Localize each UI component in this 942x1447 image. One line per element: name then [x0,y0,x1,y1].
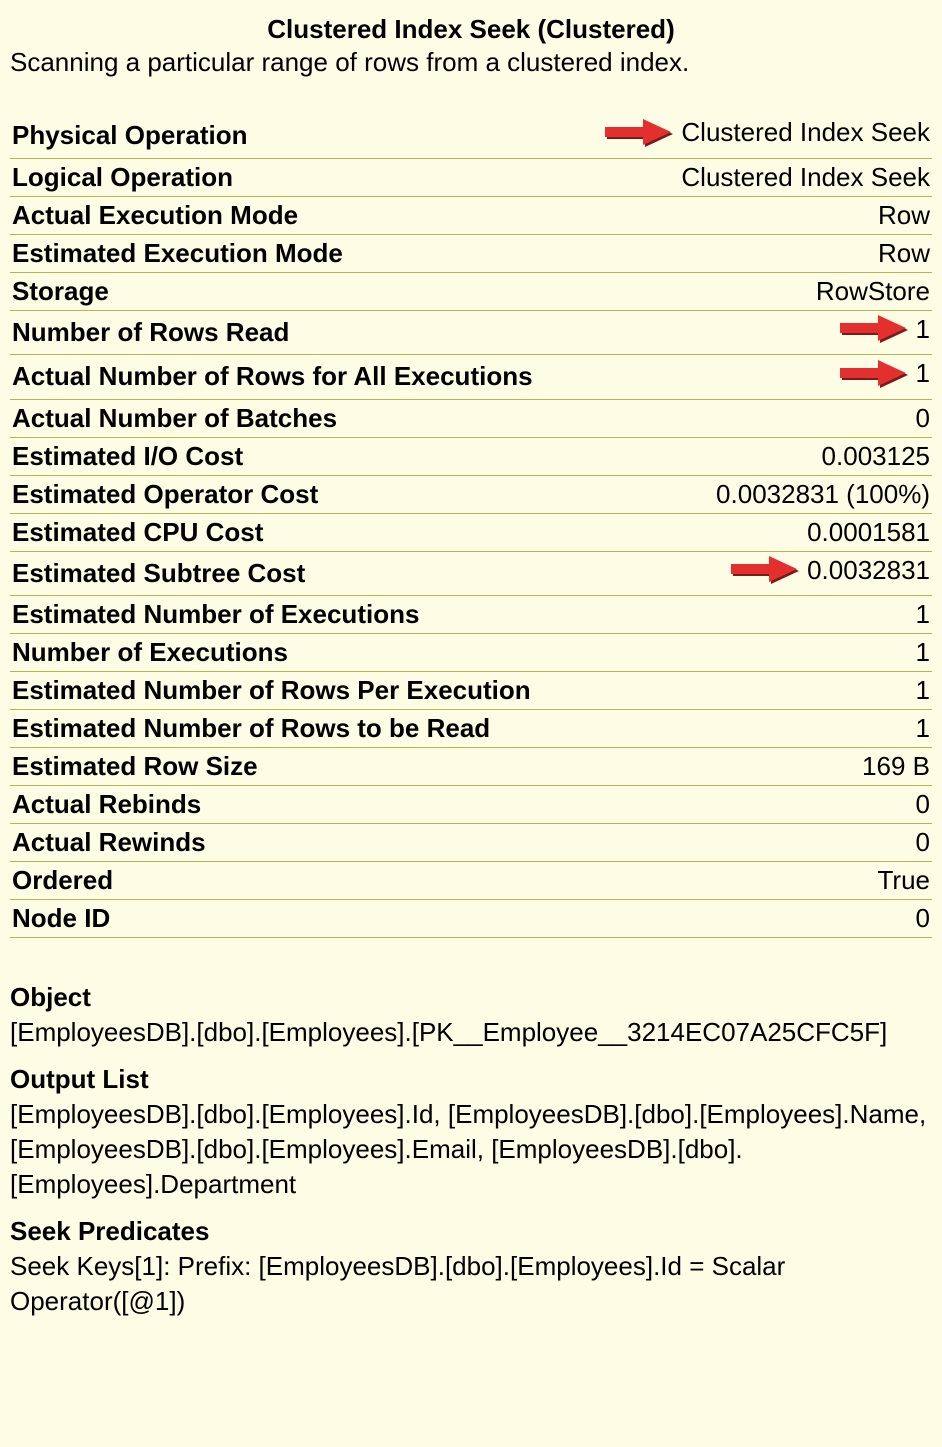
property-row: Estimated Operator Cost 0.0032831 (100%) [10,475,932,513]
property-row: Estimated I/O Cost 0.003125 [10,437,932,475]
property-value: RowStore [816,276,930,307]
property-row: Estimated Execution Mode Row [10,234,932,272]
property-value: 0 [916,789,930,820]
property-value-cell: True [576,862,932,900]
section-body: Seek Keys[1]: Prefix: [EmployeesDB].[dbo… [10,1249,932,1329]
property-value: 1 [916,637,930,668]
property-value: 0.0032831 (100%) [716,479,930,510]
property-value: 0.0001581 [807,517,930,548]
property-value-cell: Row [576,234,932,272]
property-row: Actual Number of Rows for All Executions… [10,355,932,400]
property-label: Estimated I/O Cost [10,437,576,475]
property-value: 0.0032831 [807,555,930,586]
tooltip-subtitle: Scanning a particular range of rows from… [10,47,932,114]
section-heading: Object [10,978,932,1015]
section-heading: Output List [10,1060,932,1097]
property-label: Storage [10,272,576,310]
highlight-arrow-icon [838,359,910,389]
property-label: Estimated Number of Executions [10,596,576,634]
property-label: Estimated Number of Rows Per Execution [10,672,576,710]
tooltip-title: Clustered Index Seek (Clustered) [10,10,932,47]
property-value: 1 [916,599,930,630]
property-value-cell: 0 [576,786,932,824]
property-value: Row [878,238,930,269]
property-row: Actual Number of Batches 0 [10,399,932,437]
property-value: 1 [916,675,930,706]
section-body: [EmployeesDB].[dbo].[Employees].Id, [Emp… [10,1097,932,1212]
property-value-cell: RowStore [576,272,932,310]
property-value-cell: 0.0032831 (100%) [576,475,932,513]
property-value-cell: 0.0001581 [576,513,932,551]
property-value-cell: 1 [576,596,932,634]
property-label: Estimated Operator Cost [10,475,576,513]
property-value-cell: Clustered Index Seek [576,114,932,158]
property-row: Physical Operation Clustered Index Seek [10,114,932,158]
property-row: Logical Operation Clustered Index Seek [10,158,932,196]
property-row: Ordered True [10,862,932,900]
highlight-arrow-icon [729,555,801,585]
property-row: Estimated Number of Executions 1 [10,596,932,634]
property-value: Clustered Index Seek [681,117,930,148]
property-value-cell: 0 [576,399,932,437]
property-value-cell: 0 [576,900,932,938]
property-value-cell: 169 B [576,748,932,786]
property-row: Number of Rows Read 1 [10,310,932,355]
property-row: Estimated CPU Cost 0.0001581 [10,513,932,551]
property-value-cell: 1 [576,355,932,400]
property-value: 0 [916,403,930,434]
property-label: Estimated Row Size [10,748,576,786]
property-value: 1 [916,314,930,345]
property-value: 0 [916,827,930,858]
property-row: Estimated Number of Rows Per Execution 1 [10,672,932,710]
property-label: Actual Rebinds [10,786,576,824]
property-value: True [878,865,931,896]
property-value: 169 B [862,751,930,782]
property-value-cell: 1 [576,710,932,748]
property-row: Estimated Subtree Cost 0.0032831 [10,551,932,596]
properties-table: Physical OperationClustered Index SeekLo… [10,114,932,938]
property-value-cell: 0.003125 [576,437,932,475]
property-value-cell: 1 [576,672,932,710]
property-label: Number of Rows Read [10,310,576,355]
property-label: Ordered [10,862,576,900]
property-value: Row [878,200,930,231]
property-value: 0 [916,903,930,934]
property-value-cell: 1 [576,310,932,355]
highlight-arrow-icon [603,118,675,148]
property-label: Node ID [10,900,576,938]
property-label: Estimated Execution Mode [10,234,576,272]
property-row: Actual Execution Mode Row [10,196,932,234]
property-value: 0.003125 [822,441,930,472]
property-label: Physical Operation [10,114,576,158]
section-body: [EmployeesDB].[dbo].[Employees].[PK__Emp… [10,1015,932,1060]
property-value: 1 [916,358,930,389]
property-row: Actual Rewinds 0 [10,824,932,862]
property-label: Estimated CPU Cost [10,513,576,551]
property-label: Actual Rewinds [10,824,576,862]
property-value-cell: 1 [576,634,932,672]
property-row: Number of Executions 1 [10,634,932,672]
property-label: Actual Number of Batches [10,399,576,437]
property-row: Actual Rebinds 0 [10,786,932,824]
property-label: Logical Operation [10,158,576,196]
property-label: Number of Executions [10,634,576,672]
property-value-cell: 0.0032831 [576,551,932,596]
property-row: Storage RowStore [10,272,932,310]
property-row: Estimated Row Size 169 B [10,748,932,786]
property-value-cell: Clustered Index Seek [576,158,932,196]
highlight-arrow-icon [838,314,910,344]
property-value: 1 [916,713,930,744]
property-label: Estimated Subtree Cost [10,551,576,596]
detail-sections: Object[EmployeesDB].[dbo].[Employees].[P… [10,938,932,1330]
property-row: Node ID 0 [10,900,932,938]
property-value: Clustered Index Seek [681,162,930,193]
property-value-cell: Row [576,196,932,234]
property-row: Estimated Number of Rows to be Read 1 [10,710,932,748]
section-heading: Seek Predicates [10,1212,932,1249]
property-value-cell: 0 [576,824,932,862]
property-label: Actual Execution Mode [10,196,576,234]
property-label: Actual Number of Rows for All Executions [10,355,576,400]
property-label: Estimated Number of Rows to be Read [10,710,576,748]
